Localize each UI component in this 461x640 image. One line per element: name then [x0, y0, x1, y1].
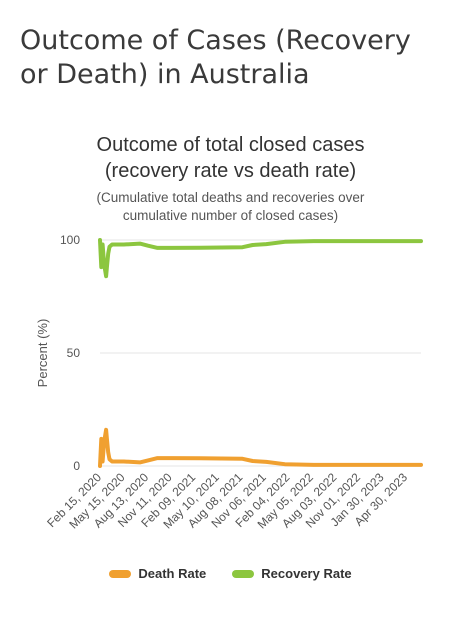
chart-subtitle-line2: cumulative number of closed cases) — [122, 208, 339, 223]
legend-label-death-rate: Death Rate — [138, 566, 207, 581]
legend: Death Rate Recovery Rate — [0, 566, 461, 581]
chart-subtitle-line1: (Cumulative total deaths and recoveries … — [96, 190, 365, 205]
legend-label-recovery-rate: Recovery Rate — [261, 566, 352, 581]
page-heading: Outcome of Cases (Recovery or Death) in … — [20, 25, 411, 90]
series-lines — [98, 238, 423, 468]
y-tick-label: 100 — [60, 233, 80, 247]
legend-swatch-recovery-rate — [232, 569, 255, 578]
chart-title-line2: (recovery rate vs death rate) — [104, 160, 357, 182]
chart-title-line1: Outcome of total closed cases — [96, 134, 365, 156]
y-axis-title: Percent (%) — [35, 319, 50, 388]
series-line-death-rate[interactable] — [98, 427, 423, 468]
legend-item-recovery-rate[interactable]: Recovery Rate — [232, 566, 352, 581]
y-tick-label: 0 — [73, 459, 80, 473]
legend-item-death-rate[interactable]: Death Rate — [109, 566, 206, 581]
legend-swatch-death-rate — [109, 569, 132, 578]
chart-title: Outcome of total closed cases (recovery … — [0, 132, 461, 184]
y-tick-label: 50 — [67, 346, 81, 360]
series-line-recovery-rate[interactable] — [98, 238, 423, 279]
y-axis-ticks: 0 50 100 — [60, 233, 80, 473]
chart-subtitle: (Cumulative total deaths and recoveries … — [0, 189, 461, 225]
grid-lines — [100, 239, 421, 467]
